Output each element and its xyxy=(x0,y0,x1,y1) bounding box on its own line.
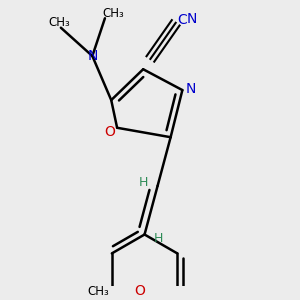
Text: CH₃: CH₃ xyxy=(102,7,124,20)
Text: O: O xyxy=(135,284,146,298)
Text: CH₃: CH₃ xyxy=(48,16,70,28)
Text: CH₃: CH₃ xyxy=(87,285,109,298)
Text: H: H xyxy=(139,176,148,189)
Text: H: H xyxy=(154,232,163,245)
Text: N: N xyxy=(187,12,197,26)
Text: C: C xyxy=(178,13,188,27)
Text: O: O xyxy=(104,125,115,140)
Text: N: N xyxy=(87,49,98,63)
Text: N: N xyxy=(186,82,196,95)
